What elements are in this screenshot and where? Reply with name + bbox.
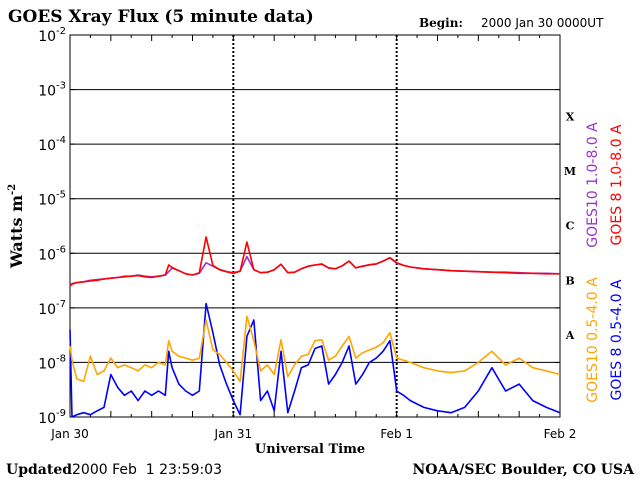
y-tick-label: 10-9: [38, 408, 66, 427]
y-tick-base: 10: [38, 193, 56, 209]
legend-label: GOES 8 0.5-4.0 A: [609, 279, 625, 400]
y-tick-exp: -9: [56, 408, 66, 419]
y-tick-label: 10-3: [38, 81, 66, 100]
flare-class-c: C: [566, 220, 575, 233]
series-line: [69, 315, 561, 383]
begin-value: 2000 Jan 30 0000UT: [481, 16, 604, 30]
plot-area: [69, 34, 561, 418]
y-tick-exp: -7: [56, 299, 66, 310]
y-tick-exp: -4: [56, 135, 66, 146]
y-tick-exp: -5: [56, 190, 66, 201]
legend-entry: GOES 8 1.0-8.0 A: [609, 124, 625, 245]
updated-value: 2000 Feb 1 23:59:03: [72, 462, 222, 478]
updated-label: Updated: [6, 462, 72, 478]
y-tick-base: 10: [38, 356, 56, 372]
flare-class-a: A: [565, 329, 575, 342]
credit: NOAA/SEC Boulder, CO USA: [413, 462, 636, 478]
flare-class-labels: A B C M X: [564, 111, 576, 342]
y-tick-base: 10: [38, 247, 56, 263]
legend-label: GOES 8 1.0-8.0 A: [609, 124, 625, 245]
x-axis-ticks: Jan 30 Jan 31 Feb 1 Feb 2: [50, 35, 576, 441]
y-axis-label-exp: -2: [7, 184, 18, 195]
x-axis-label: Universal Time: [255, 442, 365, 457]
y-tick-base: 10: [38, 84, 56, 100]
chart-title: GOES Xray Flux (5 minute data): [8, 7, 314, 27]
y-tick-base: 10: [38, 302, 56, 318]
begin-label: Begin:: [419, 16, 463, 30]
y-tick-label: 10-5: [38, 190, 66, 209]
y-tick-base: 10: [38, 138, 56, 154]
flare-class-x: X: [566, 111, 575, 124]
legend-entry: GOES10 1.0-8.0 A: [585, 122, 601, 248]
legend-entry: GOES10 0.5-4.0 A: [585, 277, 601, 403]
y-tick-label: 10-8: [38, 353, 66, 372]
flare-class-b: B: [565, 274, 574, 287]
y-tick-label: 10-2: [38, 26, 66, 45]
y-tick-label: 10-7: [38, 299, 66, 318]
y-tick-exp: -2: [56, 26, 66, 37]
x-tick-label: Feb 2: [544, 427, 577, 441]
flare-class-m: M: [564, 165, 576, 178]
legend-label: GOES10 0.5-4.0 A: [585, 277, 601, 403]
x-tick-label: Feb 1: [380, 427, 413, 441]
series-line: [69, 302, 561, 418]
y-tick-label: 10-6: [38, 244, 66, 263]
series-line: [69, 236, 560, 287]
x-tick-label: Jan 31: [214, 427, 253, 441]
y-axis-label-group: Watts m-2: [7, 184, 26, 269]
y-tick-exp: -6: [56, 244, 66, 255]
series-lines: [69, 236, 561, 418]
y-axis-label: Watts m-2: [7, 184, 26, 269]
y-tick-exp: -8: [56, 353, 66, 364]
x-tick-label: Jan 30: [50, 427, 89, 441]
y-axis-label-text: Watts m: [7, 195, 26, 269]
legend: GOES10 1.0-8.0 A GOES 8 1.0-8.0 A GOES10 0…: [585, 122, 625, 403]
y-tick-label: 10-4: [38, 135, 66, 154]
legend-entry: GOES 8 0.5-4.0 A: [609, 279, 625, 400]
y-tick-base: 10: [38, 29, 56, 45]
y-tick-exp: -3: [56, 81, 66, 92]
y-tick-base: 10: [38, 411, 56, 427]
legend-label: GOES10 1.0-8.0 A: [585, 122, 601, 248]
